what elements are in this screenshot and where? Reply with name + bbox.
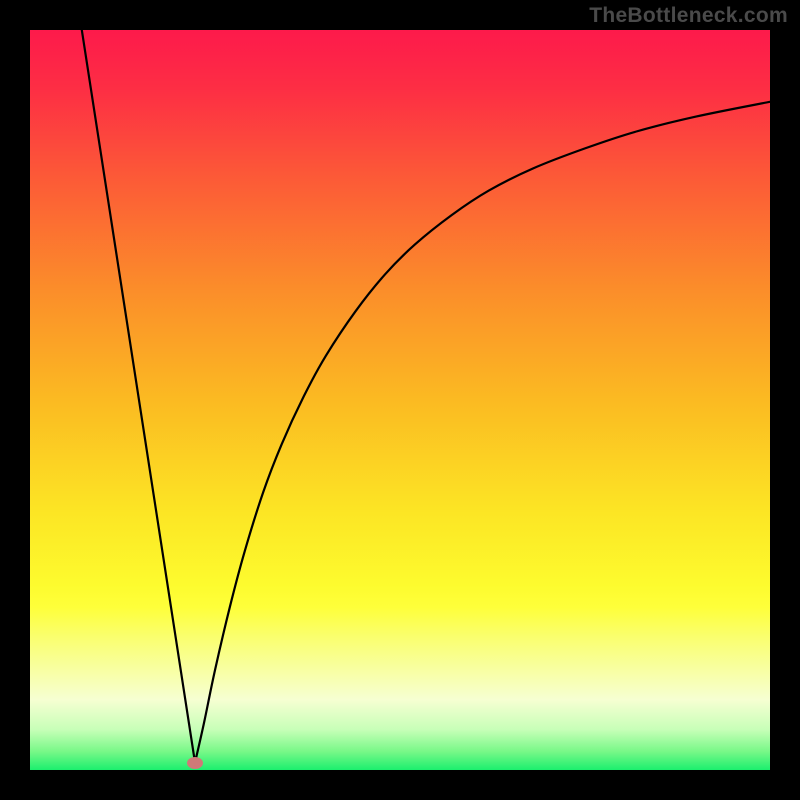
plot-area — [30, 30, 770, 770]
bottleneck-curve — [30, 30, 770, 770]
minimum-marker — [187, 757, 203, 769]
watermark-text: TheBottleneck.com — [589, 4, 788, 28]
